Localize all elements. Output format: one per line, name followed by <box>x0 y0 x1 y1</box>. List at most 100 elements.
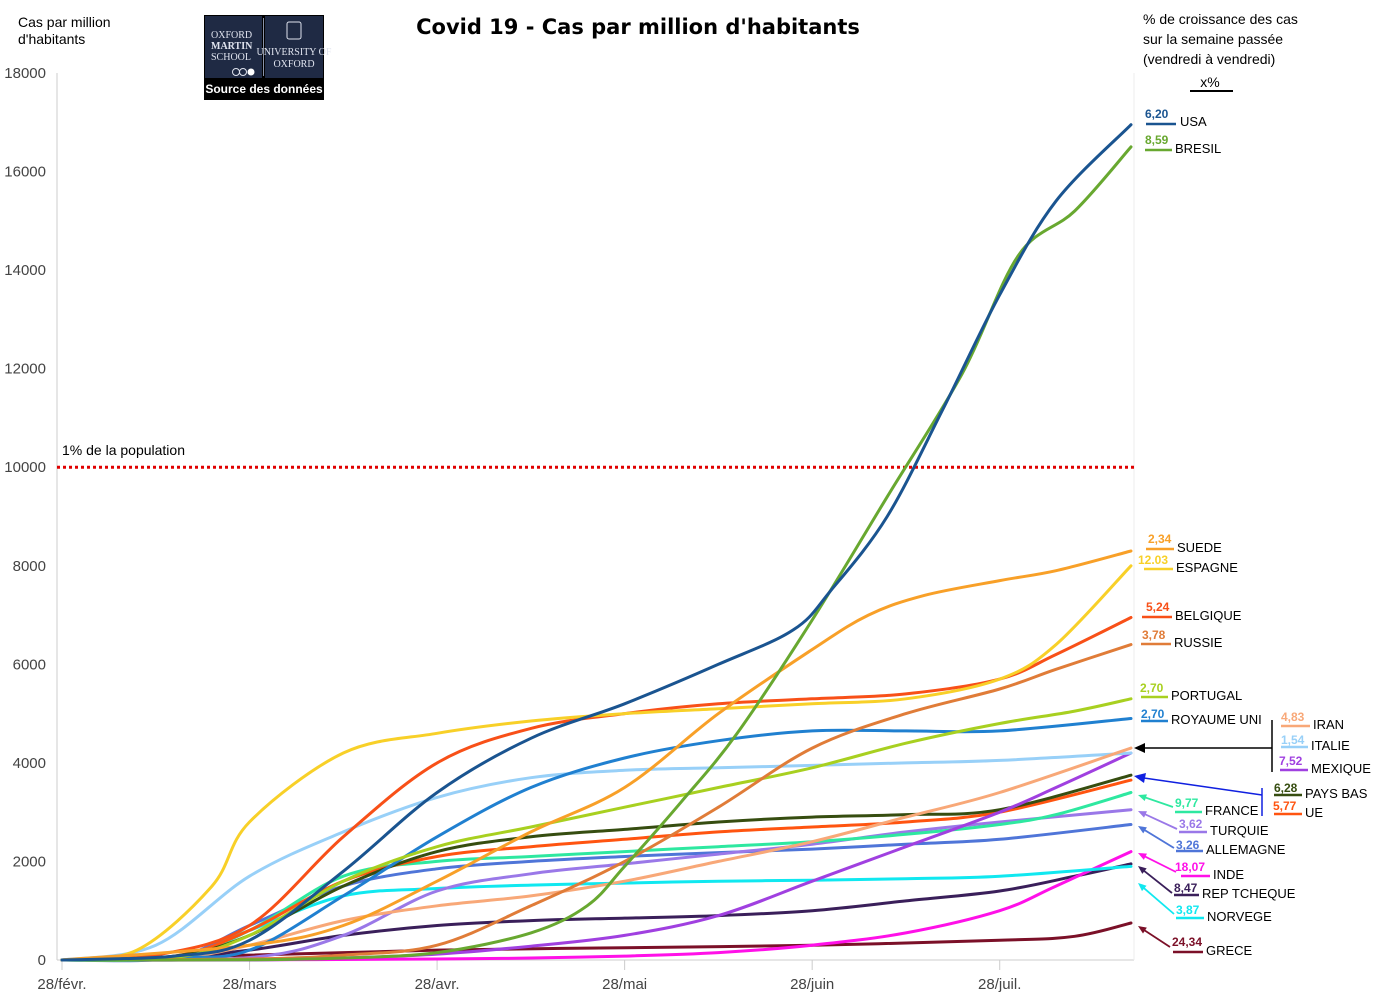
y-tick-label: 8000 <box>13 558 46 575</box>
legend-name: RUSSIE <box>1174 635 1223 650</box>
legend-name: TURQUIE <box>1210 823 1269 838</box>
y-tick-label: 0 <box>38 952 46 969</box>
legend-growth: 9,77 <box>1175 796 1199 810</box>
legend-growth: 3,87 <box>1176 903 1200 917</box>
x-tick-label: 28/mai <box>602 976 647 993</box>
legend-growth: 8,59 <box>1145 133 1169 147</box>
svg-text:MARTIN: MARTIN <box>211 41 253 52</box>
series-lines <box>60 123 1133 963</box>
series-line-ue <box>60 778 1133 962</box>
group-arrows <box>1134 720 1273 816</box>
oxford-crest-icon <box>286 21 302 40</box>
legend-item-iran: 4,83 IRAN <box>1281 710 1344 732</box>
series-line-royaume-uni <box>60 717 1133 962</box>
legend-growth: 24,34 <box>1172 935 1202 949</box>
series-line-bresil <box>60 145 1133 962</box>
legend-item-russie: 3,78 RUSSIE <box>1141 628 1223 650</box>
y-tick-label: 12000 <box>4 361 46 378</box>
legend-item-bresil: 8,59 BRESIL <box>1145 133 1221 156</box>
x-tick-label: 28/févr. <box>37 976 86 993</box>
legend-name: UE <box>1305 805 1323 820</box>
legend-growth: 7,52 <box>1279 754 1303 768</box>
legend-title: % de croissance des cas sur la semaine pa… <box>1143 11 1298 67</box>
legend-item-ue: 5,77 UE <box>1273 799 1323 820</box>
y-tick-label: 16000 <box>4 164 46 181</box>
y-tick-label: 14000 <box>4 262 46 279</box>
legend-name: PAYS BAS <box>1305 786 1368 801</box>
svg-text:OXFORD: OXFORD <box>211 30 252 41</box>
legend-arrow <box>1141 827 1175 849</box>
legend-growth: 5,24 <box>1146 600 1170 614</box>
series-line-espagne <box>60 564 1133 962</box>
legend-arrow <box>1142 812 1178 830</box>
legend-item-inde: 18,07 INDE <box>1138 853 1244 882</box>
x-tick-label: 28/mars <box>222 976 276 993</box>
legend-name: IRAN <box>1313 717 1344 732</box>
legend-name: USA <box>1180 114 1207 129</box>
legend-item-royaume-uni: 2,70 ROYAUME UNI <box>1141 707 1262 727</box>
legend-name: FRANCE <box>1205 803 1259 818</box>
legend-growth: 6,20 <box>1145 107 1169 121</box>
legend-growth: 12.03 <box>1138 553 1168 567</box>
legend-name: REP TCHEQUE <box>1202 886 1296 901</box>
legend-name: MEXIQUE <box>1311 761 1371 776</box>
x-tick-label: 28/juin <box>790 976 834 993</box>
legend-growth: 3,26 <box>1176 838 1200 852</box>
legend-item-grece: 24,34 GRECE <box>1138 926 1253 958</box>
y-tick-label: 6000 <box>13 656 46 673</box>
legend-item-mexique: 7,52 MEXIQUE <box>1279 754 1371 776</box>
series-line-belgique <box>60 616 1133 962</box>
y-tick-label: 2000 <box>13 853 46 870</box>
legend-arrowhead-icon <box>1138 794 1147 802</box>
legend-growth: 8,47 <box>1174 881 1198 895</box>
legend-growth: 1,54 <box>1281 733 1305 747</box>
legend-name: ROYAUME UNI <box>1171 712 1262 727</box>
series-line-russie <box>60 643 1133 962</box>
legend-item-norvege: 3,87 NORVEGE <box>1138 883 1272 924</box>
legend-arrowhead-icon <box>1138 926 1147 934</box>
legend-growth: 3,78 <box>1142 628 1166 642</box>
legend-item-turquie: 3,62 TURQUIE <box>1138 811 1269 838</box>
legend-arrow <box>1141 927 1171 948</box>
legend-item-usa: 6,20 USA <box>1145 107 1207 129</box>
legend-growth: 2,34 <box>1148 532 1172 546</box>
legend-arrowhead-icon <box>1138 866 1147 874</box>
series-line-suede <box>60 549 1133 962</box>
legend-growth: 6,28 <box>1274 781 1298 795</box>
threshold-label: 1% de la population <box>62 442 185 458</box>
legend-name: SUEDE <box>1177 540 1222 555</box>
legend-name: NORVEGE <box>1207 909 1272 924</box>
legend-name: ESPAGNE <box>1176 560 1238 575</box>
legend-arrow <box>1141 886 1175 915</box>
y-tick-label: 10000 <box>4 459 46 476</box>
legend-growth: 3,62 <box>1179 817 1203 831</box>
x-tick-label: 28/avr. <box>415 976 460 993</box>
legend-item-suede: 2,34 SUEDE <box>1146 532 1222 555</box>
x-ticks: 28/févr. 28/mars 28/avr. 28/mai 28/juin 28/ju… <box>37 960 1021 993</box>
svg-text:SCHOOL: SCHOOL <box>211 52 251 63</box>
legend-growth: 18,07 <box>1175 860 1205 874</box>
legend-arrow <box>1141 795 1174 808</box>
legend-arrowhead-icon <box>1138 826 1147 834</box>
legend-item-allemagne: 3,26 ALLEMAGNE <box>1138 826 1286 857</box>
legend-growth: 5,77 <box>1273 799 1297 813</box>
legend-arrow <box>1142 854 1177 873</box>
x-tick-label: 28/juil. <box>978 976 1021 993</box>
legend-item-pays-bas: 6,28 PAYS BAS <box>1274 781 1368 801</box>
legend-item-portugal: 2,70 PORTUGAL <box>1140 681 1242 703</box>
legend-arrowhead-icon <box>1138 883 1147 892</box>
chart-title: Covid 19 - Cas par million d'habitants <box>416 15 860 39</box>
legend-growth: 2,70 <box>1140 681 1164 695</box>
legend-name: BELGIQUE <box>1175 608 1242 623</box>
legend-arrowhead-icon <box>1138 853 1147 860</box>
legend-name: ALLEMAGNE <box>1206 842 1286 857</box>
y-tick-label: 4000 <box>13 755 46 772</box>
legend-arrow <box>1141 868 1173 894</box>
legend-item-espagne: 12.03 ESPAGNE <box>1138 553 1238 575</box>
legend-name: INDE <box>1213 867 1244 882</box>
legend-growth: 4,83 <box>1281 710 1305 724</box>
svg-text:OXFORD: OXFORD <box>273 59 314 70</box>
svg-text:UNIVERSITY OF: UNIVERSITY OF <box>257 47 332 58</box>
series-line-usa <box>60 123 1133 962</box>
